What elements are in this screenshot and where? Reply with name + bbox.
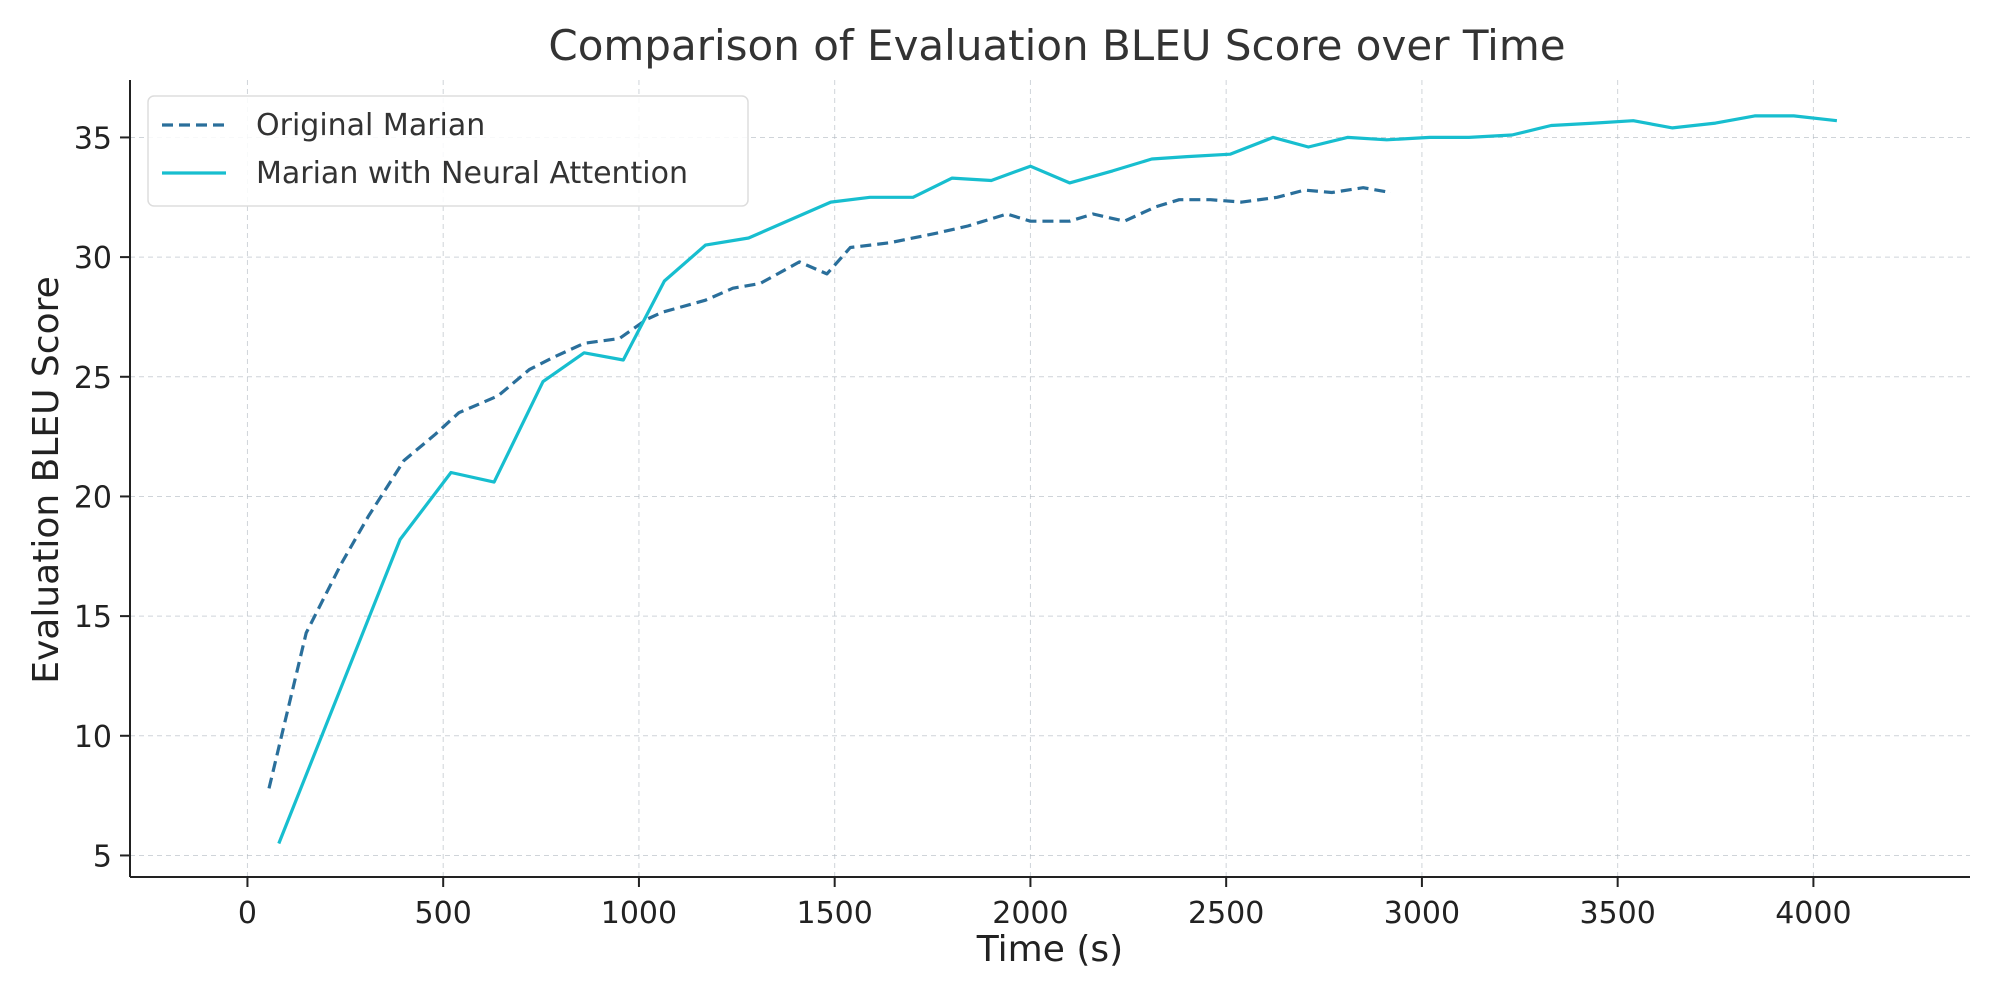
- y-axis-label: Evaluation BLEU Score: [26, 276, 67, 684]
- legend-label: Marian with Neural Attention: [256, 156, 688, 191]
- legend-box: [147, 95, 749, 207]
- y-tick-label: 10: [74, 720, 112, 755]
- x-axis-ticks: 0 500 1000 1500 2000 2500 3000 3500 4000: [238, 877, 1852, 931]
- x-tick-label: 500: [415, 896, 472, 931]
- axes: [129, 80, 1970, 878]
- x-tick-label: 3000: [1384, 896, 1460, 931]
- y-axis-ticks: 5 10 15 20 25 30 35: [74, 121, 130, 874]
- series-layer: [267, 114, 1838, 845]
- x-tick-label: 1500: [797, 896, 873, 931]
- series-original-marian: [267, 186, 1391, 789]
- chart-title: Comparison of Evaluation BLEU Score over…: [548, 21, 1565, 70]
- x-axis-label: Time (s): [976, 929, 1123, 970]
- x-tick-label: 0: [238, 896, 257, 931]
- y-tick-label: 15: [74, 600, 112, 635]
- y-tick-label: 25: [74, 361, 112, 396]
- y-tick-label: 30: [74, 241, 112, 276]
- y-tick-label: 35: [74, 121, 112, 156]
- y-tick-label: 5: [93, 839, 112, 874]
- series-marian-neural-attention: [277, 114, 1838, 845]
- legend-label: Original Marian: [256, 108, 485, 143]
- x-tick-label: 4000: [1775, 896, 1851, 931]
- grid: [130, 80, 1970, 877]
- series-line: [277, 114, 1838, 845]
- x-tick-label: 2000: [992, 896, 1068, 931]
- x-tick-label: 2500: [1188, 896, 1264, 931]
- legend: Original Marian Marian with Neural Attent…: [147, 95, 749, 207]
- x-tick-label: 1000: [601, 896, 677, 931]
- y-tick-label: 20: [74, 480, 112, 515]
- x-tick-label: 3500: [1579, 896, 1655, 931]
